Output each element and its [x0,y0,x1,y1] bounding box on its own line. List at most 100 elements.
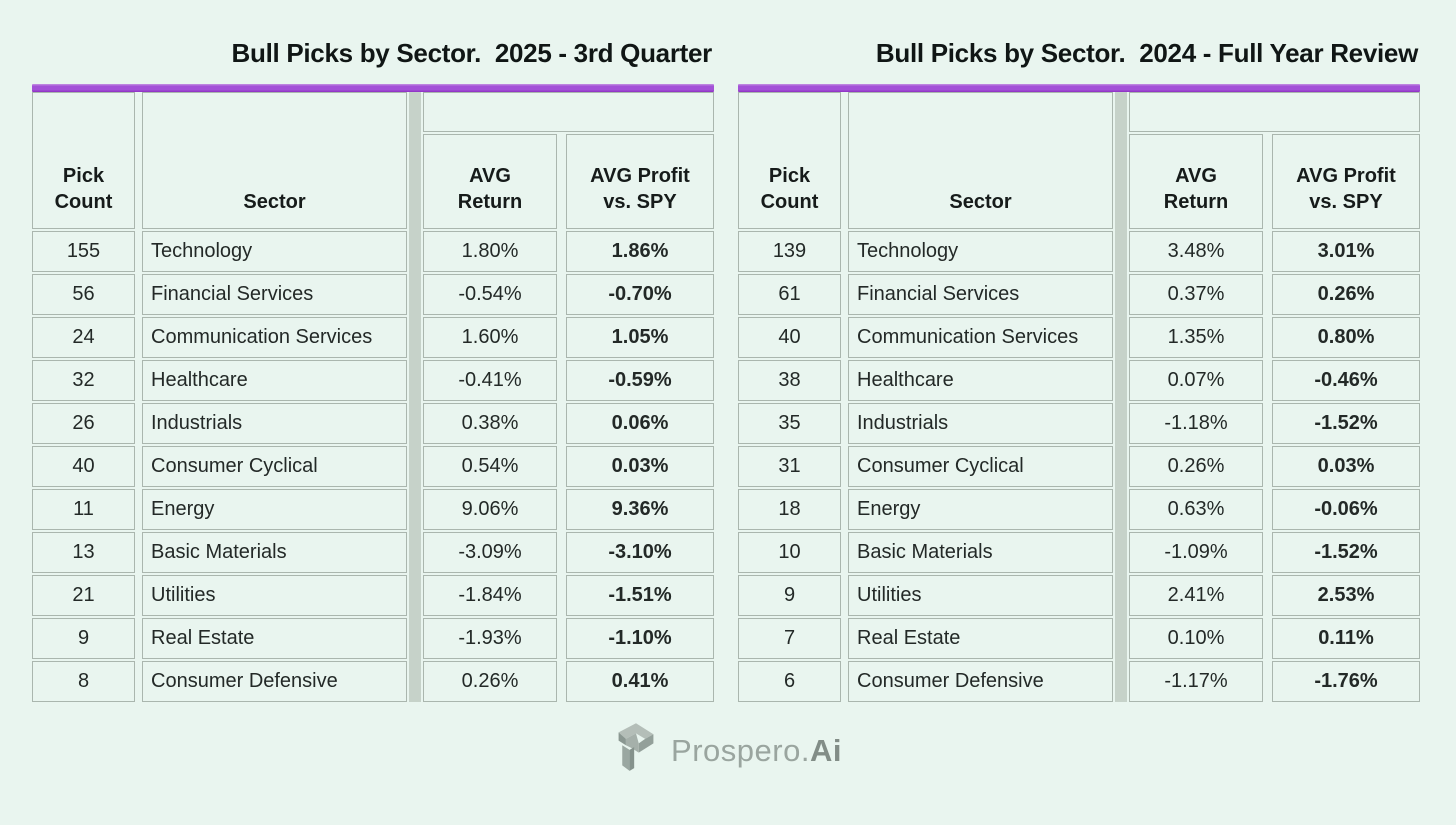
avg-profit-cell: 1.05% [566,317,714,358]
pick-count-cell: 40 [738,317,841,358]
sector-cell: Consumer Defensive [848,661,1113,702]
avg-return-cell: 1.80% [423,231,557,272]
pick-count-header: Pick Count [32,92,135,229]
sector-tables-row: Bull Picks by Sector. 2025 - 3rd Quarter… [32,36,1420,702]
avg-return-cell: 0.63% [1129,489,1263,530]
avg-profit-cell: -0.70% [566,274,714,315]
pick-count-cell: 32 [32,360,135,401]
bull-picks-table-2024-full-year: Bull Picks by Sector. 2024 - Full Year R… [738,36,1420,702]
avg-profit-cell: 0.80% [1272,317,1420,358]
pick-count-cell: 18 [738,489,841,530]
avg-return-cell: -1.93% [423,618,557,659]
avg-return-cell: -0.54% [423,274,557,315]
bull-picks-table-2025-q3: Bull Picks by Sector. 2025 - 3rd Quarter… [32,36,714,702]
avg-profit-cell: 2.53% [1272,575,1420,616]
avg-return-cell: -1.84% [423,575,557,616]
sector-cell: Technology [848,231,1113,272]
header-line: AVG [469,165,511,187]
pick-count-cell: 139 [738,231,841,272]
sector-cell: Basic Materials [848,532,1113,573]
sector-cell: Energy [142,489,407,530]
accent-bar [738,84,1420,92]
avg-profit-cell: -1.10% [566,618,714,659]
avg-return-header: AVG Return [1129,134,1263,229]
sector-header: Sector [848,92,1113,229]
avg-return-cell: 0.38% [423,403,557,444]
sector-cell: Financial Services [142,274,407,315]
header-line: Sector [949,191,1012,213]
avg-profit-cell: 0.26% [1272,274,1420,315]
pick-count-cell: 10 [738,532,841,573]
avg-return-cell: -1.18% [1129,403,1263,444]
avg-return-cell: 9.06% [423,489,557,530]
avg-profit-cell: -0.46% [1272,360,1420,401]
avg-return-cell: 0.37% [1129,274,1263,315]
pick-count-header: Pick Count [738,92,841,229]
header-line: AVG [1175,165,1217,187]
avg-return-cell: 0.54% [423,446,557,487]
header-line: AVG Profit [1296,165,1396,187]
sector-cell: Consumer Defensive [142,661,407,702]
avg-profit-cell: -1.51% [566,575,714,616]
pick-count-cell: 9 [738,575,841,616]
table-title: Bull Picks by Sector. 2025 - 3rd Quarter [231,38,713,68]
avg-return-cell: 0.10% [1129,618,1263,659]
footer-brand: Prospero.Ai [0,722,1456,779]
avg-columns-spacer-cell [423,92,714,132]
prospero-arrow-icon [614,722,658,779]
avg-return-cell: 1.35% [1129,317,1263,358]
pick-count-cell: 40 [32,446,135,487]
avg-return-header: AVG Return [423,134,557,229]
header-line: Pick [768,165,811,187]
avg-columns-spacer-cell [1129,92,1420,132]
avg-return-cell: -3.09% [423,532,557,573]
pick-count-cell: 21 [32,575,135,616]
pick-count-cell: 31 [738,446,841,487]
pick-count-cell: 6 [738,661,841,702]
avg-return-cell: -0.41% [423,360,557,401]
sector-cell: Communication Services [142,317,407,358]
column-divider-band [1115,92,1127,702]
avg-profit-cell: 3.01% [1272,231,1420,272]
avg-return-cell: 2.41% [1129,575,1263,616]
table-title: Bull Picks by Sector. 2024 - Full Year R… [875,38,1418,68]
header-line: Return [1163,191,1229,213]
header-line: AVG Profit [590,165,690,187]
pick-count-cell: 56 [32,274,135,315]
brand-name: Prospero. [671,732,810,768]
avg-profit-cell: 9.36% [566,489,714,530]
pick-count-cell: 7 [738,618,841,659]
sector-cell: Real Estate [848,618,1113,659]
avg-return-cell: 0.07% [1129,360,1263,401]
header-line: vs. SPY [603,191,677,213]
sector-cell: Energy [848,489,1113,530]
pick-count-cell: 11 [32,489,135,530]
sector-cell: Technology [142,231,407,272]
brand-wordmark: Prospero.Ai [671,733,842,769]
header-line: Sector [243,191,306,213]
avg-profit-cell: 0.11% [1272,618,1420,659]
header-line: Count [54,191,113,213]
pick-count-cell: 155 [32,231,135,272]
pick-count-cell: 26 [32,403,135,444]
sector-cell: Utilities [142,575,407,616]
sector-cell: Healthcare [142,360,407,401]
sector-cell: Financial Services [848,274,1113,315]
avg-profit-header: AVG Profit vs. SPY [1272,134,1420,229]
column-divider-band [409,92,421,702]
header-line: Return [457,191,523,213]
avg-return-cell: -1.09% [1129,532,1263,573]
brand-suffix: Ai [809,732,842,768]
header-line: Pick [62,165,105,187]
avg-profit-cell: -1.52% [1272,403,1420,444]
pick-count-cell: 61 [738,274,841,315]
pick-count-cell: 13 [32,532,135,573]
sector-cell: Industrials [848,403,1113,444]
avg-profit-cell: 1.86% [566,231,714,272]
avg-return-cell: 3.48% [1129,231,1263,272]
pick-count-cell: 38 [738,360,841,401]
pick-count-cell: 24 [32,317,135,358]
sector-header: Sector [142,92,407,229]
avg-profit-cell: -1.52% [1272,532,1420,573]
avg-profit-cell: -1.76% [1272,661,1420,702]
